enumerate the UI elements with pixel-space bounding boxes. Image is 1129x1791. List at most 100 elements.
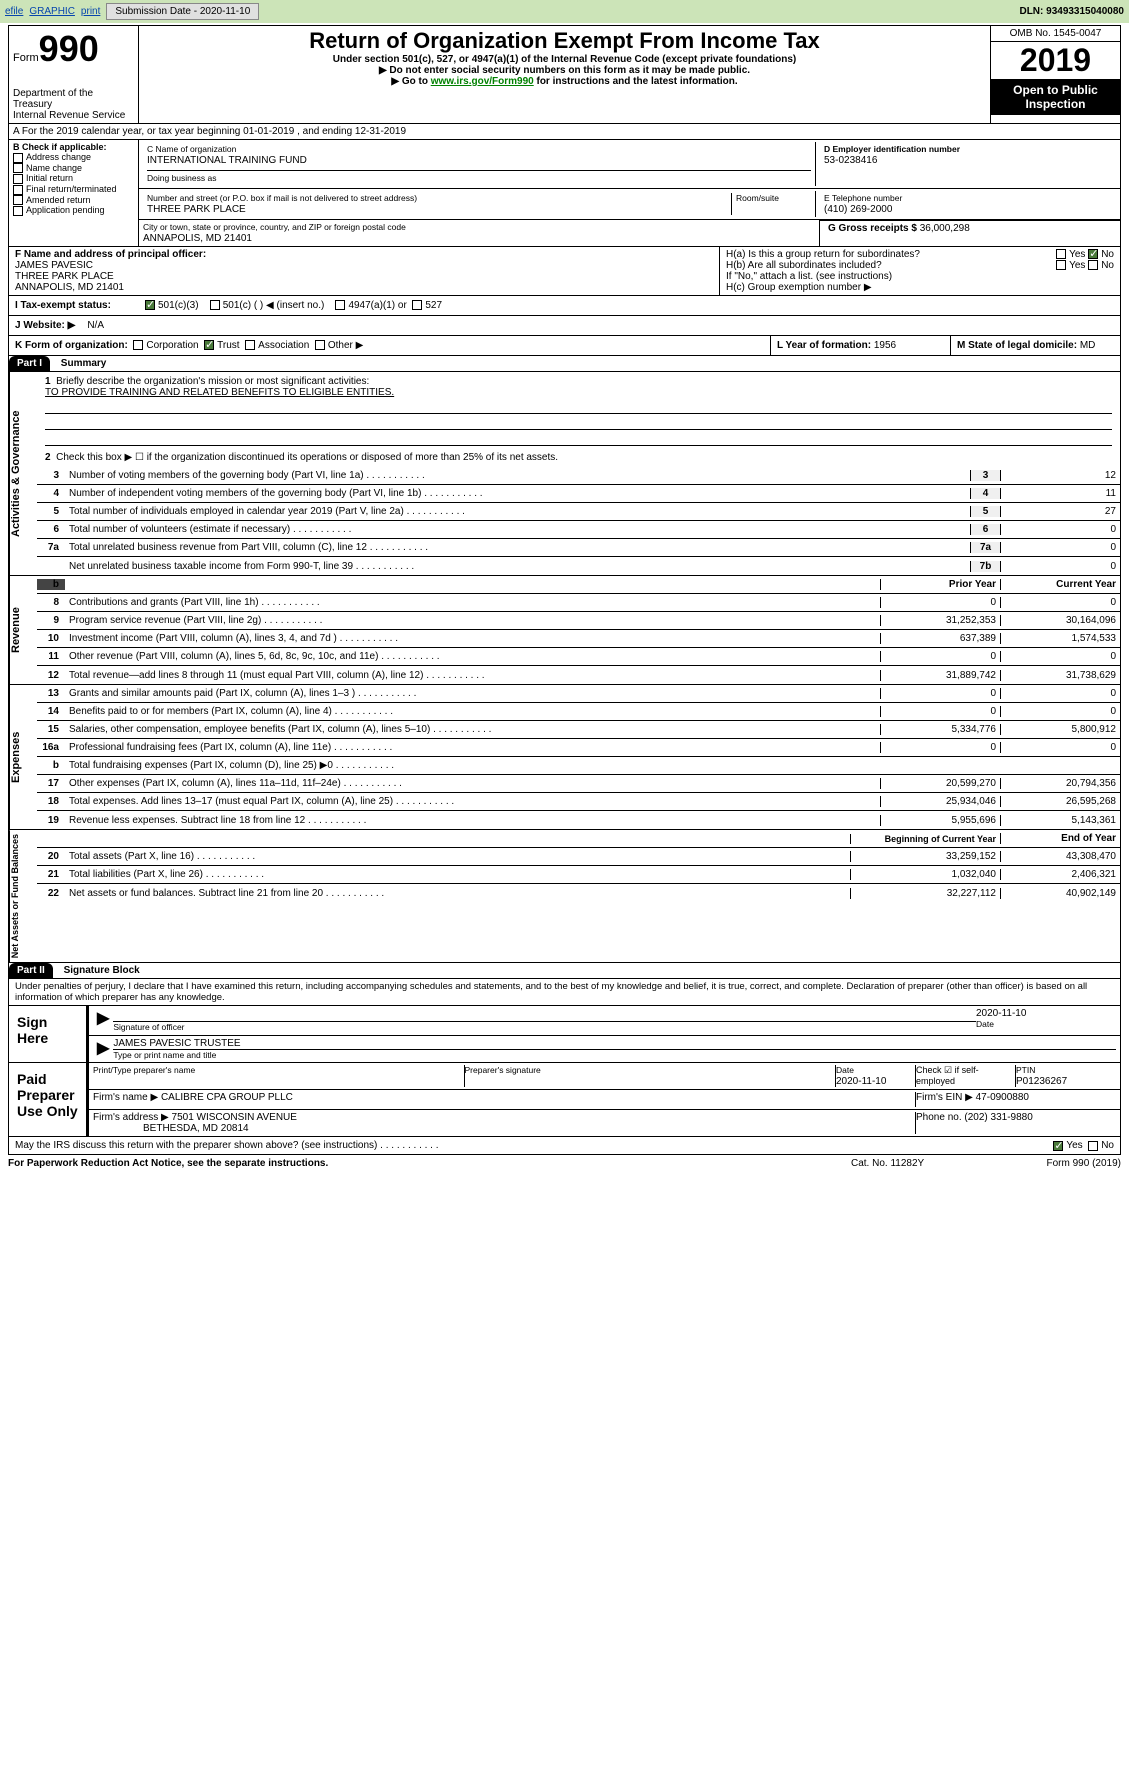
ha-yes-checkbox[interactable] <box>1056 249 1066 259</box>
omb-number: OMB No. 1545-0047 <box>991 26 1120 42</box>
year-formation: 1956 <box>874 340 896 351</box>
trust-checkbox[interactable] <box>204 340 214 350</box>
firm-addr2: BETHESDA, MD 20814 <box>143 1123 249 1134</box>
addr-change-checkbox[interactable] <box>13 153 23 163</box>
row-i: I Tax-exempt status: 501(c)(3) 501(c) ( … <box>8 296 1121 316</box>
form-footer: Form 990 (2019) <box>1001 1158 1121 1169</box>
self-employed-check: Check ☑ if self-employed <box>916 1065 1016 1087</box>
h-b-label: H(b) Are all subordinates included? <box>726 260 1056 271</box>
dln-label: DLN: 93493315040080 <box>1019 6 1124 17</box>
row-j-label: J Website: ▶ <box>9 316 81 335</box>
box-e-label: E Telephone number <box>824 193 902 203</box>
irs-link[interactable]: www.irs.gov/Form990 <box>431 76 534 87</box>
summary-line: 3Number of voting members of the governi… <box>37 467 1120 485</box>
part1-title: Summary <box>53 356 115 371</box>
summary-line: 20Total assets (Part X, line 16)33,259,1… <box>37 848 1120 866</box>
sig-date: 2020-11-10 <box>976 1008 1116 1019</box>
discuss-no-checkbox[interactable] <box>1088 1141 1098 1151</box>
mission-text: TO PROVIDE TRAINING AND RELATED BENEFITS… <box>45 387 1112 398</box>
summary-line: 17Other expenses (Part IX, column (A), l… <box>37 775 1120 793</box>
perjury-statement: Under penalties of perjury, I declare th… <box>8 979 1121 1006</box>
name-title-label: Type or print name and title <box>113 1049 1116 1060</box>
corp-checkbox[interactable] <box>133 340 143 350</box>
h-b-note: If "No," attach a list. (see instruction… <box>726 271 1114 282</box>
summary-line: Net unrelated business taxable income fr… <box>37 557 1120 575</box>
firm-ein: 47-0900880 <box>976 1092 1029 1103</box>
app-pending-checkbox[interactable] <box>13 206 23 216</box>
row-i-label: I Tax-exempt status: <box>9 296 139 315</box>
summary-line: 19Revenue less expenses. Subtract line 1… <box>37 811 1120 829</box>
form-title: Return of Organization Exempt From Incom… <box>145 28 984 54</box>
line1-label: Briefly describe the organization's miss… <box>56 376 369 387</box>
line2-label: Check this box ▶ ☐ if the organization d… <box>56 452 558 463</box>
activities-governance-section: Activities & Governance 1 Briefly descri… <box>8 372 1121 576</box>
website-value: N/A <box>81 316 110 335</box>
ptin-value: P01236267 <box>1016 1076 1116 1087</box>
other-checkbox[interactable] <box>315 340 325 350</box>
expenses-section: Expenses 13Grants and similar amounts pa… <box>8 685 1121 830</box>
print-link[interactable]: print <box>81 6 100 17</box>
dept-treasury: Department of the Treasury <box>13 88 134 110</box>
ein-value: 53-0238416 <box>824 155 1108 166</box>
row-j: J Website: ▶ N/A <box>8 316 1121 336</box>
box-c-label: C Name of organization <box>147 144 236 154</box>
summary-line: 14Benefits paid to or for members (Part … <box>37 703 1120 721</box>
paid-preparer-section: Paid Preparer Use Only Print/Type prepar… <box>8 1063 1121 1137</box>
addr-label: Number and street (or P.O. box if mail i… <box>147 193 417 203</box>
revenue-section: Revenue bPrior YearCurrent Year 8Contrib… <box>8 576 1121 685</box>
summary-line: bTotal fundraising expenses (Part IX, co… <box>37 757 1120 775</box>
form-subtitle-1: Under section 501(c), 527, or 4947(a)(1)… <box>145 54 984 65</box>
goto-post: for instructions and the latest informat… <box>534 76 738 87</box>
discuss-row: May the IRS discuss this return with the… <box>8 1137 1121 1155</box>
submission-date-button[interactable]: Submission Date - 2020-11-10 <box>106 3 259 20</box>
revenue-label: Revenue <box>9 576 37 684</box>
amended-return-checkbox[interactable] <box>13 195 23 205</box>
activities-label: Activities & Governance <box>9 372 37 575</box>
form-subtitle-2: ▶ Do not enter social security numbers o… <box>145 65 984 76</box>
summary-line: 7aTotal unrelated business revenue from … <box>37 539 1120 557</box>
final-return-checkbox[interactable] <box>13 185 23 195</box>
discuss-question: May the IRS discuss this return with the… <box>15 1140 1053 1151</box>
efile-link[interactable]: efile <box>5 6 23 17</box>
ha-no-checkbox[interactable] <box>1088 249 1098 259</box>
form-word: Form <box>13 52 39 64</box>
box-d-label: D Employer identification number <box>824 144 960 154</box>
paid-preparer-label: Paid Preparer Use Only <box>9 1063 89 1136</box>
firm-name: CALIBRE CPA GROUP PLLC <box>161 1092 293 1103</box>
street-address: THREE PARK PLACE <box>147 204 731 215</box>
assoc-checkbox[interactable] <box>245 340 255 350</box>
section-b-through-g: B Check if applicable: Address change Na… <box>8 140 1121 247</box>
summary-line: 6Total number of volunteers (estimate if… <box>37 521 1120 539</box>
row-a-tax-year: A For the 2019 calendar year, or tax yea… <box>8 124 1121 140</box>
officer-addr2: ANNAPOLIS, MD 21401 <box>15 282 713 293</box>
top-toolbar: efile GRAPHIC print Submission Date - 20… <box>0 0 1129 23</box>
discuss-yes-checkbox[interactable] <box>1053 1141 1063 1151</box>
sig-officer-label: Signature of officer <box>113 1022 184 1032</box>
hb-no-checkbox[interactable] <box>1088 260 1098 270</box>
hb-yes-checkbox[interactable] <box>1056 260 1066 270</box>
4947-checkbox[interactable] <box>335 300 345 310</box>
name-change-checkbox[interactable] <box>13 163 23 173</box>
open-public-badge: Open to Public Inspection <box>991 79 1120 115</box>
city-state-zip: ANNAPOLIS, MD 21401 <box>143 233 815 244</box>
row-k-l-m: K Form of organization: Corporation Trus… <box>8 336 1121 356</box>
graphic-link[interactable]: GRAPHIC <box>29 6 75 17</box>
state-domicile: MD <box>1080 340 1096 351</box>
summary-line: 12Total revenue—add lines 8 through 11 (… <box>37 666 1120 684</box>
officer-name: JAMES PAVESIC <box>15 260 713 271</box>
initial-return-checkbox[interactable] <box>13 174 23 184</box>
net-assets-section: Net Assets or Fund Balances Beginning of… <box>8 830 1121 963</box>
part2-header: Part II <box>9 963 53 978</box>
501c3-checkbox[interactable] <box>145 300 155 310</box>
501c-checkbox[interactable] <box>210 300 220 310</box>
room-label: Room/suite <box>736 193 779 203</box>
box-b-label: B Check if applicable: <box>13 142 134 152</box>
row-k-label: K Form of organization: <box>15 340 128 351</box>
summary-line: 22Net assets or fund balances. Subtract … <box>37 884 1120 902</box>
arrow-icon: ▶ <box>93 1038 113 1060</box>
527-checkbox[interactable] <box>412 300 422 310</box>
expenses-label: Expenses <box>9 685 37 829</box>
paperwork-notice: For Paperwork Reduction Act Notice, see … <box>8 1158 851 1169</box>
summary-line: 8Contributions and grants (Part VIII, li… <box>37 594 1120 612</box>
dept-irs: Internal Revenue Service <box>13 110 134 121</box>
